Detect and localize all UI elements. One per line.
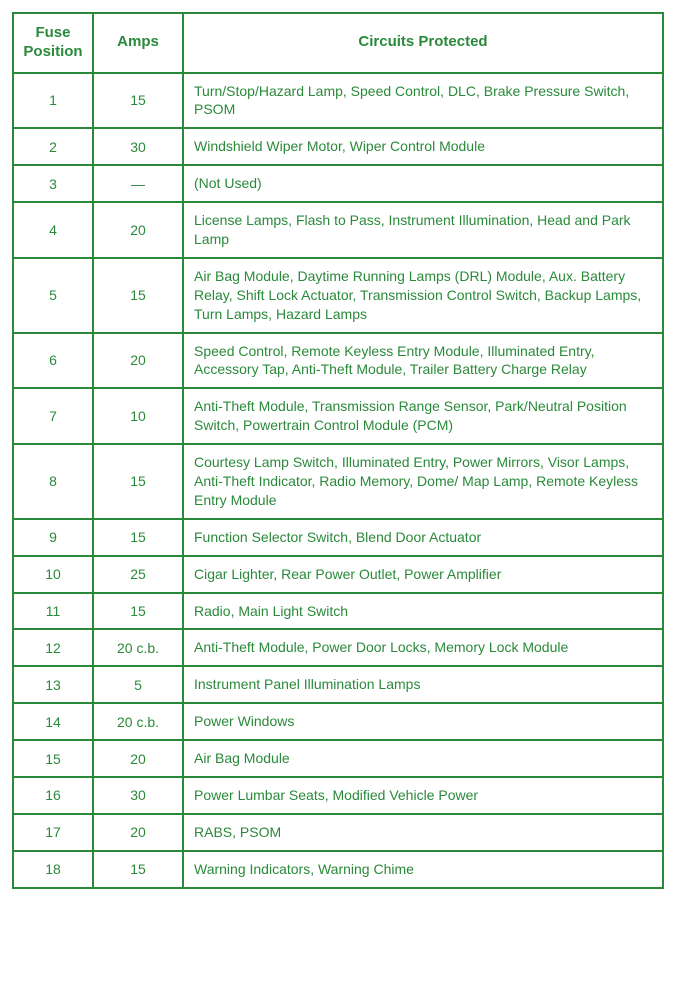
table-row: 1220 c.b.Anti-Theft Module, Power Door L… xyxy=(13,629,663,666)
table-row: 710Anti-Theft Module, Transmission Range… xyxy=(13,388,663,444)
fuse-table: FusePosition Amps Circuits Protected 115… xyxy=(12,12,664,889)
cell-position: 4 xyxy=(13,202,93,258)
table-row: 115Turn/Stop/Hazard Lamp, Speed Control,… xyxy=(13,73,663,129)
cell-amps: 25 xyxy=(93,556,183,593)
cell-position: 10 xyxy=(13,556,93,593)
cell-amps: 10 xyxy=(93,388,183,444)
table-body: 115Turn/Stop/Hazard Lamp, Speed Control,… xyxy=(13,73,663,888)
cell-circuits: Air Bag Module, Daytime Running Lamps (D… xyxy=(183,258,663,333)
cell-amps: 20 xyxy=(93,740,183,777)
cell-amps: 30 xyxy=(93,128,183,165)
cell-amps: 15 xyxy=(93,851,183,888)
cell-position: 6 xyxy=(13,333,93,389)
cell-position: 15 xyxy=(13,740,93,777)
cell-position: 1 xyxy=(13,73,93,129)
table-row: 1630Power Lumbar Seats, Modified Vehicle… xyxy=(13,777,663,814)
cell-circuits: Instrument Panel Illumination Lamps xyxy=(183,666,663,703)
cell-circuits: Speed Control, Remote Keyless Entry Modu… xyxy=(183,333,663,389)
cell-circuits: RABS, PSOM xyxy=(183,814,663,851)
cell-circuits: Cigar Lighter, Rear Power Outlet, Power … xyxy=(183,556,663,593)
table-row: 620Speed Control, Remote Keyless Entry M… xyxy=(13,333,663,389)
table-row: 1815Warning Indicators, Warning Chime xyxy=(13,851,663,888)
cell-amps: 15 xyxy=(93,519,183,556)
table-header-row: FusePosition Amps Circuits Protected xyxy=(13,13,663,73)
cell-position: 12 xyxy=(13,629,93,666)
cell-position: 17 xyxy=(13,814,93,851)
cell-circuits: Warning Indicators, Warning Chime xyxy=(183,851,663,888)
cell-amps: 20 c.b. xyxy=(93,629,183,666)
cell-circuits: Power Windows xyxy=(183,703,663,740)
cell-position: 8 xyxy=(13,444,93,519)
table-row: 135Instrument Panel Illumination Lamps xyxy=(13,666,663,703)
col-header-position: FusePosition xyxy=(13,13,93,73)
cell-position: 11 xyxy=(13,593,93,630)
cell-position: 13 xyxy=(13,666,93,703)
cell-circuits: Anti-Theft Module, Transmission Range Se… xyxy=(183,388,663,444)
cell-circuits: Anti-Theft Module, Power Door Locks, Mem… xyxy=(183,629,663,666)
cell-position: 9 xyxy=(13,519,93,556)
cell-position: 3 xyxy=(13,165,93,202)
cell-amps: 30 xyxy=(93,777,183,814)
cell-circuits: Courtesy Lamp Switch, Illuminated Entry,… xyxy=(183,444,663,519)
table-row: 1115Radio, Main Light Switch xyxy=(13,593,663,630)
cell-amps: 15 xyxy=(93,258,183,333)
col-header-circuits: Circuits Protected xyxy=(183,13,663,73)
cell-circuits: Power Lumbar Seats, Modified Vehicle Pow… xyxy=(183,777,663,814)
cell-position: 2 xyxy=(13,128,93,165)
table-row: 3—(Not Used) xyxy=(13,165,663,202)
table-row: 420License Lamps, Flash to Pass, Instrum… xyxy=(13,202,663,258)
col-header-amps: Amps xyxy=(93,13,183,73)
cell-position: 16 xyxy=(13,777,93,814)
cell-amps: 20 xyxy=(93,202,183,258)
table-row: 515Air Bag Module, Daytime Running Lamps… xyxy=(13,258,663,333)
table-row: 915Function Selector Switch, Blend Door … xyxy=(13,519,663,556)
table-row: 1720RABS, PSOM xyxy=(13,814,663,851)
table-row: 230Windshield Wiper Motor, Wiper Control… xyxy=(13,128,663,165)
cell-position: 14 xyxy=(13,703,93,740)
table-row: 815Courtesy Lamp Switch, Illuminated Ent… xyxy=(13,444,663,519)
table-row: 1420 c.b.Power Windows xyxy=(13,703,663,740)
table-row: 1025Cigar Lighter, Rear Power Outlet, Po… xyxy=(13,556,663,593)
cell-amps: 20 c.b. xyxy=(93,703,183,740)
cell-circuits: License Lamps, Flash to Pass, Instrument… xyxy=(183,202,663,258)
cell-amps: 5 xyxy=(93,666,183,703)
table-header: FusePosition Amps Circuits Protected xyxy=(13,13,663,73)
cell-circuits: Function Selector Switch, Blend Door Act… xyxy=(183,519,663,556)
cell-circuits: Turn/Stop/Hazard Lamp, Speed Control, DL… xyxy=(183,73,663,129)
cell-amps: 15 xyxy=(93,73,183,129)
cell-amps: 20 xyxy=(93,333,183,389)
cell-position: 7 xyxy=(13,388,93,444)
cell-amps: 15 xyxy=(93,444,183,519)
cell-circuits: Air Bag Module xyxy=(183,740,663,777)
cell-circuits: Windshield Wiper Motor, Wiper Control Mo… xyxy=(183,128,663,165)
cell-amps: — xyxy=(93,165,183,202)
cell-amps: 15 xyxy=(93,593,183,630)
cell-position: 5 xyxy=(13,258,93,333)
cell-amps: 20 xyxy=(93,814,183,851)
table-row: 1520Air Bag Module xyxy=(13,740,663,777)
cell-circuits: (Not Used) xyxy=(183,165,663,202)
cell-position: 18 xyxy=(13,851,93,888)
cell-circuits: Radio, Main Light Switch xyxy=(183,593,663,630)
